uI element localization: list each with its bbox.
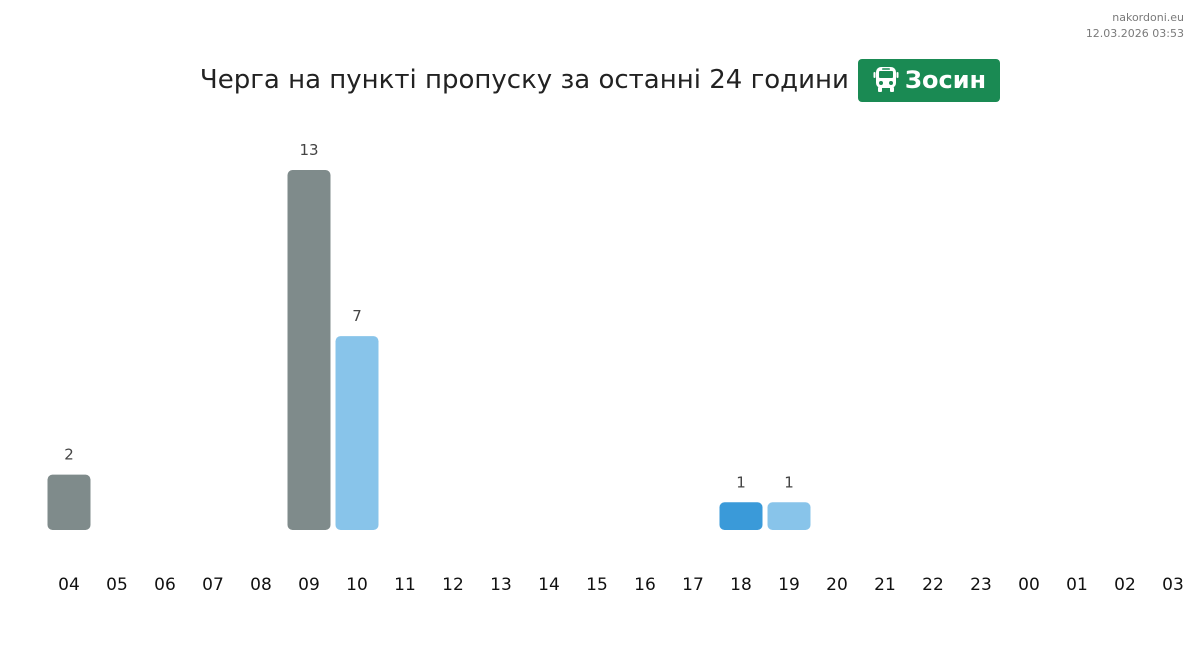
x-tick-label: 12	[442, 575, 464, 595]
bar[interactable]	[47, 474, 91, 530]
bar[interactable]	[287, 170, 331, 530]
x-tick-label: 20	[826, 575, 848, 595]
x-tick-label: 23	[970, 575, 992, 595]
x-tick-label: 10	[346, 575, 368, 595]
x-tick-label: 16	[634, 575, 656, 595]
x-tick-label: 04	[58, 575, 80, 595]
x-tick-label: 21	[874, 575, 896, 595]
x-tick-label: 22	[922, 575, 944, 595]
x-tick-label: 08	[250, 575, 272, 595]
bar-value-label: 2	[64, 446, 74, 464]
x-tick-label: 19	[778, 575, 800, 595]
bar[interactable]	[719, 502, 763, 530]
x-tick-label: 07	[202, 575, 224, 595]
bar[interactable]	[335, 336, 379, 530]
bar[interactable]	[767, 502, 811, 530]
x-tick-label: 13	[490, 575, 512, 595]
x-tick-label: 11	[394, 575, 416, 595]
bar-value-label: 13	[299, 141, 318, 159]
bar-value-label: 1	[736, 473, 746, 491]
x-tick-label: 00	[1018, 575, 1040, 595]
x-tick-label: 03	[1162, 575, 1184, 595]
site-meta: nakordoni.eu 12.03.2026 03:53	[1086, 10, 1184, 42]
crossing-name: Зосин	[904, 66, 987, 94]
chart-title: Черга на пункті пропуску за останні 24 г…	[199, 65, 849, 95]
x-tick-label: 02	[1114, 575, 1136, 595]
bar-value-label: 1	[784, 473, 794, 491]
x-tick-label: 15	[586, 575, 608, 595]
site-domain[interactable]: nakordoni.eu	[1112, 11, 1184, 24]
snapshot-timestamp: 12.03.2026 03:53	[1085, 27, 1184, 40]
x-tick-label: 01	[1066, 575, 1088, 595]
x-tick-label: 05	[106, 575, 128, 595]
bus-icon	[873, 67, 899, 92]
crossing-badge[interactable]: Зосин	[857, 58, 1001, 102]
x-tick-label: 14	[538, 575, 560, 595]
bar-value-label: 7	[352, 307, 362, 325]
x-tick-label: 09	[298, 575, 320, 595]
x-tick-label: 18	[730, 575, 752, 595]
x-tick-label: 06	[154, 575, 176, 595]
chart-header: Черга на пункті пропуску за останні 24 г…	[0, 58, 1200, 102]
x-tick-label: 17	[682, 575, 704, 595]
